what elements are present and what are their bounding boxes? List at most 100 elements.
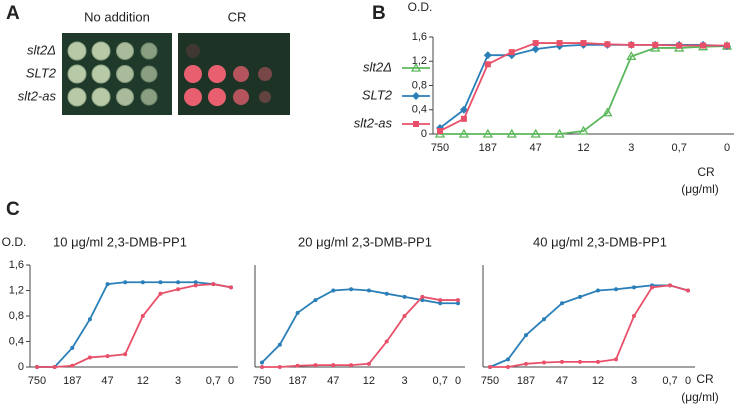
marker xyxy=(140,280,145,285)
y-tick-label: 0,8 xyxy=(412,79,427,91)
marker xyxy=(459,105,468,114)
y-tick-label: 1,2 xyxy=(9,284,24,296)
marker xyxy=(578,125,589,135)
marker xyxy=(578,294,582,299)
y-axis-title: O.D. xyxy=(408,0,433,14)
marker xyxy=(277,342,282,347)
legend-marker xyxy=(412,92,420,100)
marker xyxy=(193,280,198,285)
x-tick-label: 0,7 xyxy=(662,375,677,387)
marker xyxy=(123,280,128,285)
marker xyxy=(35,365,39,369)
marker xyxy=(506,357,510,362)
marker xyxy=(556,40,563,47)
x-tick-label: 3 xyxy=(628,142,634,154)
marker xyxy=(140,314,145,318)
marker xyxy=(580,40,587,47)
legend-label: slt2-as xyxy=(354,115,393,130)
marker xyxy=(542,317,546,322)
marker xyxy=(460,115,467,122)
x-tick-label: 0 xyxy=(455,375,461,387)
chart-title: 20 μg/ml 2,3-DMB-PP1 xyxy=(298,234,432,249)
y-tick-label: 1,2 xyxy=(412,55,427,67)
y-tick-label: 0,8 xyxy=(9,310,24,322)
marker xyxy=(506,365,510,369)
marker xyxy=(176,287,181,292)
y-tick-label: 1,6 xyxy=(9,259,24,271)
y-tick-label: 0 xyxy=(18,361,24,373)
marker xyxy=(420,294,425,299)
chart-title: 10 μg/ml 2,3-DMB-PP1 xyxy=(53,234,187,249)
series-line xyxy=(439,42,727,132)
marker xyxy=(560,359,564,364)
marker xyxy=(508,49,515,56)
series-line xyxy=(261,288,458,364)
x-tick-label: 0 xyxy=(685,375,691,387)
x-tick-label: 47 xyxy=(327,375,339,387)
marker xyxy=(632,285,636,290)
marker xyxy=(437,127,443,134)
marker xyxy=(402,294,407,299)
marker xyxy=(488,365,492,369)
marker xyxy=(229,285,233,290)
x-tick-label: 187 xyxy=(479,142,497,154)
series-line xyxy=(262,295,458,368)
x-tick-label: 47 xyxy=(530,142,542,154)
marker xyxy=(700,42,707,49)
x-tick-label: 12 xyxy=(363,375,375,387)
marker xyxy=(402,314,407,318)
marker xyxy=(456,298,460,303)
x-axis-unit: (μg/ml) xyxy=(681,390,719,404)
x-axis-title: CR xyxy=(696,372,714,386)
series-line xyxy=(489,284,689,368)
panel-label: C xyxy=(6,199,20,220)
plate-column: CR xyxy=(228,9,247,24)
marker xyxy=(211,282,216,287)
marker xyxy=(604,41,611,48)
marker xyxy=(105,354,110,359)
marker xyxy=(602,107,613,117)
series-line xyxy=(37,281,232,368)
marker xyxy=(532,40,539,47)
legend-label: SLT2 xyxy=(362,87,393,102)
x-tick-label: 750 xyxy=(431,142,449,154)
x-tick-label: 0 xyxy=(228,375,234,387)
x-tick-label: 12 xyxy=(577,142,589,154)
marker xyxy=(482,128,493,138)
marker xyxy=(531,45,540,54)
marker xyxy=(366,361,371,366)
plate-row: slt2Δ xyxy=(27,42,56,57)
marker xyxy=(614,357,618,362)
marker xyxy=(384,291,389,296)
panel-label: A xyxy=(6,3,20,24)
plate-photo xyxy=(62,33,290,115)
marker xyxy=(277,365,282,369)
marker xyxy=(483,51,492,60)
y-tick-label: 0 xyxy=(421,128,427,140)
series-line xyxy=(440,45,728,135)
marker xyxy=(650,285,654,290)
marker xyxy=(578,359,582,364)
x-tick-label: 187 xyxy=(63,375,81,387)
x-axis-title: CR xyxy=(697,165,715,179)
x-tick-label: 0,7 xyxy=(206,375,221,387)
marker xyxy=(724,42,730,49)
marker xyxy=(614,287,618,292)
legend-marker xyxy=(410,62,422,72)
y-tick-label: 0,4 xyxy=(412,104,427,116)
marker xyxy=(366,288,371,293)
x-tick-label: 3 xyxy=(631,375,637,387)
y-axis-title: O.D. xyxy=(2,235,27,249)
marker xyxy=(530,128,541,138)
marker xyxy=(524,333,528,338)
marker xyxy=(70,345,75,350)
marker xyxy=(87,317,92,322)
marker xyxy=(686,288,690,293)
series-line xyxy=(439,43,728,129)
x-tick-label: 0,7 xyxy=(433,375,448,387)
marker xyxy=(676,42,683,49)
x-tick-label: 12 xyxy=(137,375,149,387)
x-tick-label: 47 xyxy=(556,375,568,387)
x-tick-label: 0,7 xyxy=(672,142,687,154)
